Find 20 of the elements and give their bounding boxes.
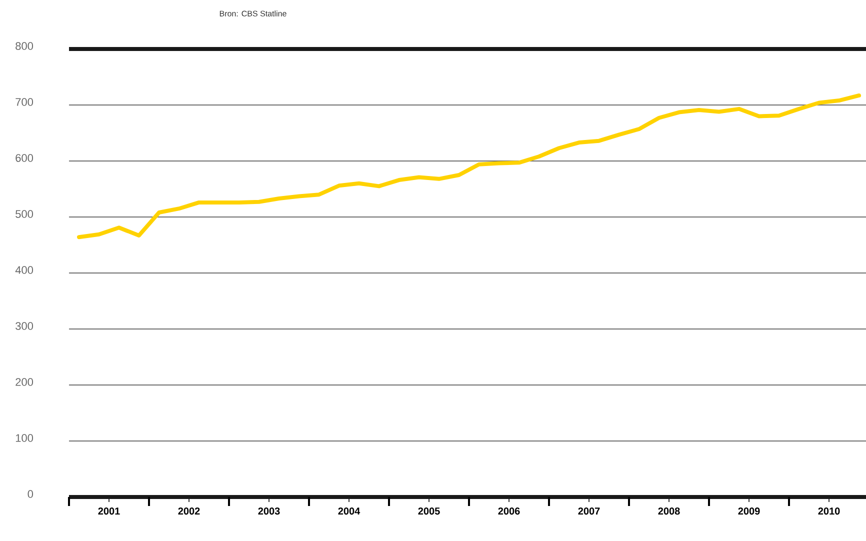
x-tick-label: 2007 xyxy=(578,508,600,515)
y-tick-label: 600 xyxy=(16,154,34,162)
x-tick-label: 2006 xyxy=(498,508,520,515)
y-tick-label: 300 xyxy=(16,322,34,330)
y-tick-label: 500 xyxy=(16,210,34,218)
y-tick-label: 100 xyxy=(16,434,34,442)
y-tick-label: 200 xyxy=(16,378,34,386)
x-tick-label: 2002 xyxy=(178,508,200,515)
x-tick-label: 2010 xyxy=(818,508,840,515)
y-tick-label: 800 xyxy=(16,42,34,50)
y-tick-label: 0 xyxy=(28,490,34,498)
x-tick-label: 2008 xyxy=(658,508,680,515)
x-tick-label: 2005 xyxy=(418,508,440,515)
x-tick-label: 2009 xyxy=(738,508,760,515)
x-tick-label: 2001 xyxy=(98,508,120,515)
y-tick-label: 400 xyxy=(15,266,34,274)
x-tick-label: 2004 xyxy=(338,508,360,515)
x-tick-label: 2003 xyxy=(258,508,280,515)
y-tick-label: 700 xyxy=(16,98,34,106)
text: Bron: CBS Statline xyxy=(220,10,286,16)
